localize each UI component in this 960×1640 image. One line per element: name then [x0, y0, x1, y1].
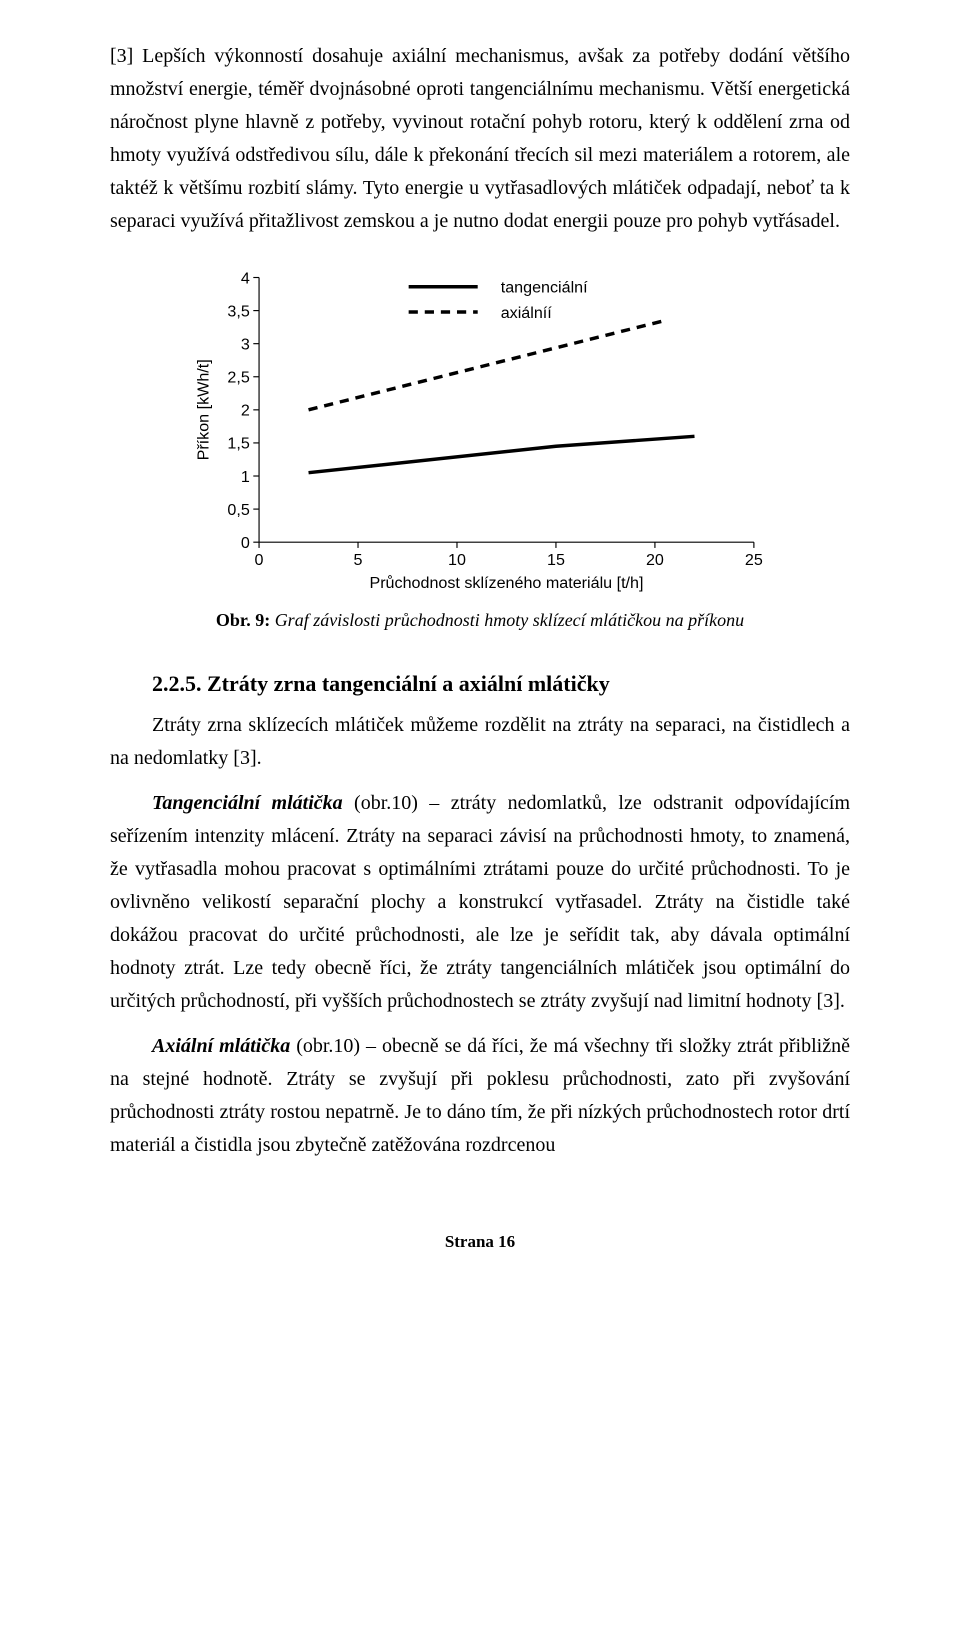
para2-text: Ztráty zrna sklízecích mlátiček můžeme r…: [110, 714, 850, 769]
svg-text:Příkon [kWh/t]: Příkon [kWh/t]: [194, 359, 212, 460]
svg-text:3: 3: [241, 335, 250, 353]
svg-text:2: 2: [241, 402, 250, 420]
para4-lead: Axiální mlátička: [152, 1035, 290, 1057]
paragraph-4: Axiální mlátička (obr.10) – obecně se dá…: [110, 1030, 850, 1162]
svg-text:0,5: 0,5: [227, 501, 249, 519]
svg-text:tangenciální: tangenciální: [501, 278, 588, 296]
svg-text:4: 4: [241, 269, 250, 287]
svg-text:25: 25: [745, 551, 763, 569]
svg-text:3,5: 3,5: [227, 302, 249, 320]
svg-text:1: 1: [241, 468, 250, 486]
svg-text:15: 15: [547, 551, 565, 569]
paragraph-3: Tangenciální mlátička (obr.10) – ztráty …: [110, 787, 850, 1018]
chart-svg: 0 0,5 1 1,5 2 2,5 3 3,5 4 0 5 10 15 20 25 Průchodnost s…: [190, 266, 770, 600]
paragraph-1: [3] Lepších výkonností dosahuje axiální …: [110, 40, 850, 238]
section-heading: 2.2.5. Ztráty zrna tangenciální a axiáln…: [152, 671, 850, 697]
svg-text:Průchodnost sklízeného materiá: Průchodnost sklízeného materiálu [t/h]: [369, 574, 643, 592]
caption-text: Graf závislosti průchodnosti hmoty sklíz…: [275, 610, 744, 630]
figure-caption: Obr. 9: Graf závislosti průchodnosti hmo…: [110, 610, 850, 631]
page: [3] Lepších výkonností dosahuje axiální …: [0, 0, 960, 1640]
svg-text:0: 0: [241, 534, 250, 552]
caption-prefix: Obr. 9:: [216, 610, 275, 630]
para3-lead: Tangenciální mlátička: [152, 792, 343, 814]
page-footer: Strana 16: [110, 1232, 850, 1252]
svg-text:0: 0: [255, 551, 264, 569]
svg-text:axiálníí: axiálníí: [501, 304, 553, 322]
svg-text:10: 10: [448, 551, 466, 569]
svg-text:1,5: 1,5: [227, 435, 249, 453]
svg-text:20: 20: [646, 551, 664, 569]
svg-text:2,5: 2,5: [227, 369, 249, 387]
para3-rest: (obr.10) – ztráty nedomlatků, lze odstra…: [110, 792, 850, 1012]
power-throughput-chart: 0 0,5 1 1,5 2 2,5 3 3,5 4 0 5 10 15 20 25 Průchodnost s…: [190, 266, 770, 600]
svg-text:5: 5: [354, 551, 363, 569]
paragraph-2: Ztráty zrna sklízecích mlátiček můžeme r…: [110, 709, 850, 775]
